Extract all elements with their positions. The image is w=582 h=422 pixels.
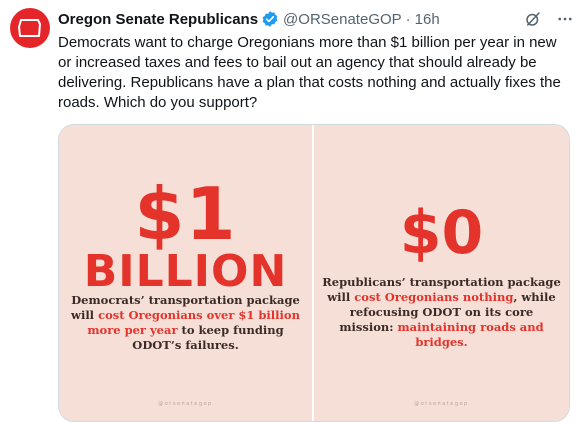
tweet-media-image[interactable]: $1 BILLION Democrats’ transportation pac… (58, 124, 570, 422)
separator-dot: · (405, 10, 411, 28)
grok-icon[interactable] (524, 10, 542, 28)
verified-badge-icon[interactable] (261, 10, 279, 28)
tweet-header: Oregon Senate Republicans @ORSenateGOP ·… (58, 9, 574, 29)
tweet-timestamp[interactable]: 16h (414, 10, 440, 28)
author-handle[interactable]: @ORSenateGOP (283, 10, 402, 28)
more-options-icon[interactable] (556, 10, 574, 28)
left-caption-text-2: to keep funding ODOT’s failures. (132, 323, 284, 352)
right-caption-highlight-1: cost Oregonians nothing (354, 290, 514, 304)
right-headline: $0 (399, 198, 484, 268)
right-caption-text-2: , while refocusing ODOT on its core miss… (339, 290, 556, 334)
right-caption-text-1: Republicans’ transportation package will (322, 275, 561, 304)
media-panel-democrats: $1 BILLION Democrats’ transportation pac… (59, 125, 312, 421)
left-caption: Democrats’ transportation package will c… (59, 293, 312, 353)
author-display-name[interactable]: Oregon Senate Republicans (58, 10, 259, 28)
right-caption: Republicans’ transportation package will… (314, 275, 569, 350)
oregon-state-outline-icon (18, 19, 41, 37)
left-subheadline: BILLION (83, 246, 288, 297)
left-caption-highlight: cost Oregonians over $1 billion more per… (87, 308, 300, 337)
left-caption-text-1: Democrats’ transportation package will (71, 293, 300, 322)
left-watermark: @orsenategop (158, 401, 213, 407)
right-watermark: @orsenategop (414, 401, 469, 407)
media-panel-republicans: $0 Republicans’ transportation package w… (314, 125, 569, 421)
avatar[interactable] (10, 8, 50, 48)
left-headline: $1 (134, 172, 237, 256)
tweet-text: Democrats want to charge Oregonians more… (58, 34, 561, 111)
right-caption-highlight-2: maintaining roads and bridges. (397, 320, 544, 349)
